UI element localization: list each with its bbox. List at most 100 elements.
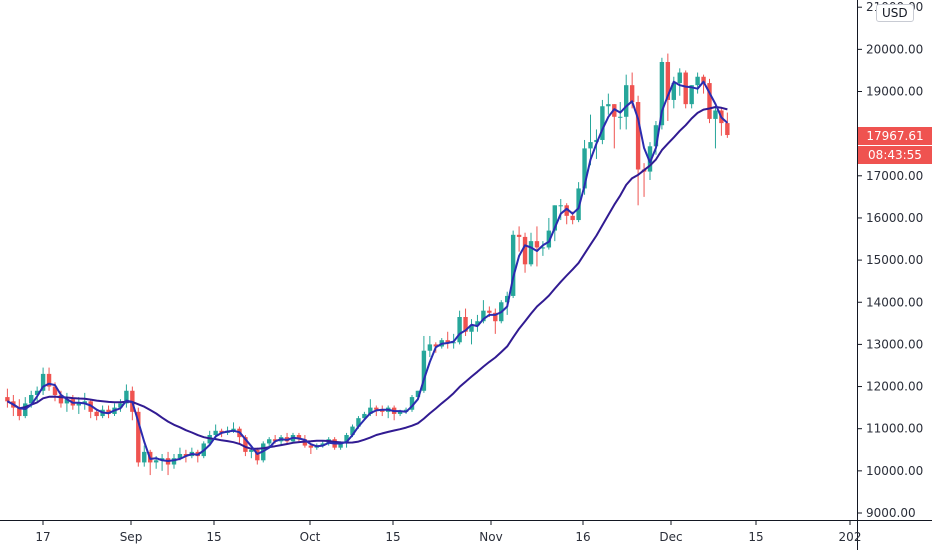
candle-body [231, 428, 236, 431]
candle [701, 74, 706, 94]
x-tick-label: 16 [575, 530, 590, 544]
candle-body [653, 125, 659, 147]
candle [695, 72, 700, 94]
x-axis-ticks: 17 Sep 15 Oct 15 Nov 16 Dec 15 202 [35, 520, 861, 544]
x-tick-label: 15 [206, 530, 221, 544]
candle-body [552, 205, 557, 231]
candle-body [457, 317, 462, 343]
candle [713, 106, 718, 149]
candle-body [683, 72, 688, 105]
candle-body [219, 430, 224, 433]
slow-moving-average-line [6, 106, 728, 450]
candle [600, 99, 605, 145]
x-tick-label: Nov [479, 530, 502, 544]
candle [46, 367, 52, 391]
candle-body [570, 215, 575, 221]
candle [558, 198, 563, 221]
candle [522, 232, 528, 273]
candle [344, 432, 349, 448]
candle-body [564, 205, 569, 216]
candle [528, 232, 534, 267]
candle [142, 445, 147, 467]
y-tick-label: 13000.00 [866, 337, 923, 351]
candle-body [362, 413, 367, 419]
candle-body [647, 146, 653, 172]
candle-body [255, 449, 260, 461]
candle-body [267, 439, 272, 444]
candle-body [481, 310, 486, 322]
candle-body [82, 401, 87, 404]
candle [88, 399, 93, 419]
fast-moving-average-line [6, 80, 729, 462]
candle-body [594, 139, 599, 143]
candle [564, 203, 569, 225]
x-tick-label: 15 [385, 530, 400, 544]
candle-body [34, 390, 40, 395]
candle [665, 53, 671, 122]
candle-body [475, 321, 480, 326]
candle-body [713, 110, 718, 119]
y-axis-ticks: 9000.00 10000.00 11000.00 12000.00 13000.00 1… [857, 0, 923, 520]
candle-body [510, 234, 516, 296]
candle [606, 93, 611, 115]
candle [40, 367, 46, 395]
candle-body [677, 72, 682, 84]
y-tick-label: 12000.00 [866, 380, 923, 394]
candle-body [695, 76, 700, 86]
candle-body [136, 411, 141, 463]
candle-body [17, 407, 22, 417]
candle-body [600, 106, 605, 140]
candle-body [243, 437, 248, 452]
candle [659, 57, 665, 130]
candle-body [671, 83, 676, 100]
candle-body [534, 241, 540, 248]
candle [421, 335, 427, 393]
y-tick-label: 10000.00 [866, 464, 923, 478]
candle [707, 78, 712, 124]
candle-body [409, 397, 415, 410]
candle [689, 85, 694, 109]
candle-body [445, 340, 450, 343]
candle [320, 441, 325, 448]
candle [386, 405, 391, 419]
candle [493, 308, 498, 334]
candle [552, 205, 557, 242]
candle-body [296, 435, 302, 440]
candle-body [171, 458, 177, 465]
y-tick-label: 14000.00 [866, 295, 923, 309]
candle [136, 407, 141, 467]
y-tick-label: 16000.00 [866, 211, 923, 225]
candle-body [665, 61, 671, 100]
candle-body [618, 116, 623, 118]
candle [17, 399, 22, 421]
candle-body [40, 373, 46, 391]
candle-body [606, 104, 611, 107]
y-tick-label: 20000.00 [866, 42, 923, 56]
candle [457, 310, 462, 345]
candle-body [516, 234, 522, 237]
candle-body [46, 373, 52, 387]
candle [106, 405, 111, 419]
candle-body [689, 85, 694, 105]
candle-body [344, 435, 349, 444]
y-tick-label: 17000.00 [866, 169, 923, 183]
candle-body [213, 430, 218, 436]
candle [255, 447, 260, 465]
currency-button[interactable]: USD [876, 4, 914, 22]
candle [82, 392, 87, 410]
candle-body [142, 451, 147, 463]
candle [189, 447, 195, 459]
candle [124, 384, 129, 408]
candle-body [106, 409, 111, 414]
candle-body [558, 205, 563, 207]
candle [159, 453, 165, 471]
candle [5, 388, 10, 408]
candle-body [52, 386, 58, 395]
x-tick-label: Sep [120, 530, 143, 544]
candle-body [368, 407, 373, 414]
candle-body [624, 85, 629, 117]
candle-body [487, 310, 492, 313]
candle-body [308, 445, 314, 448]
bar-countdown-label: 08:43:55 [858, 146, 932, 164]
